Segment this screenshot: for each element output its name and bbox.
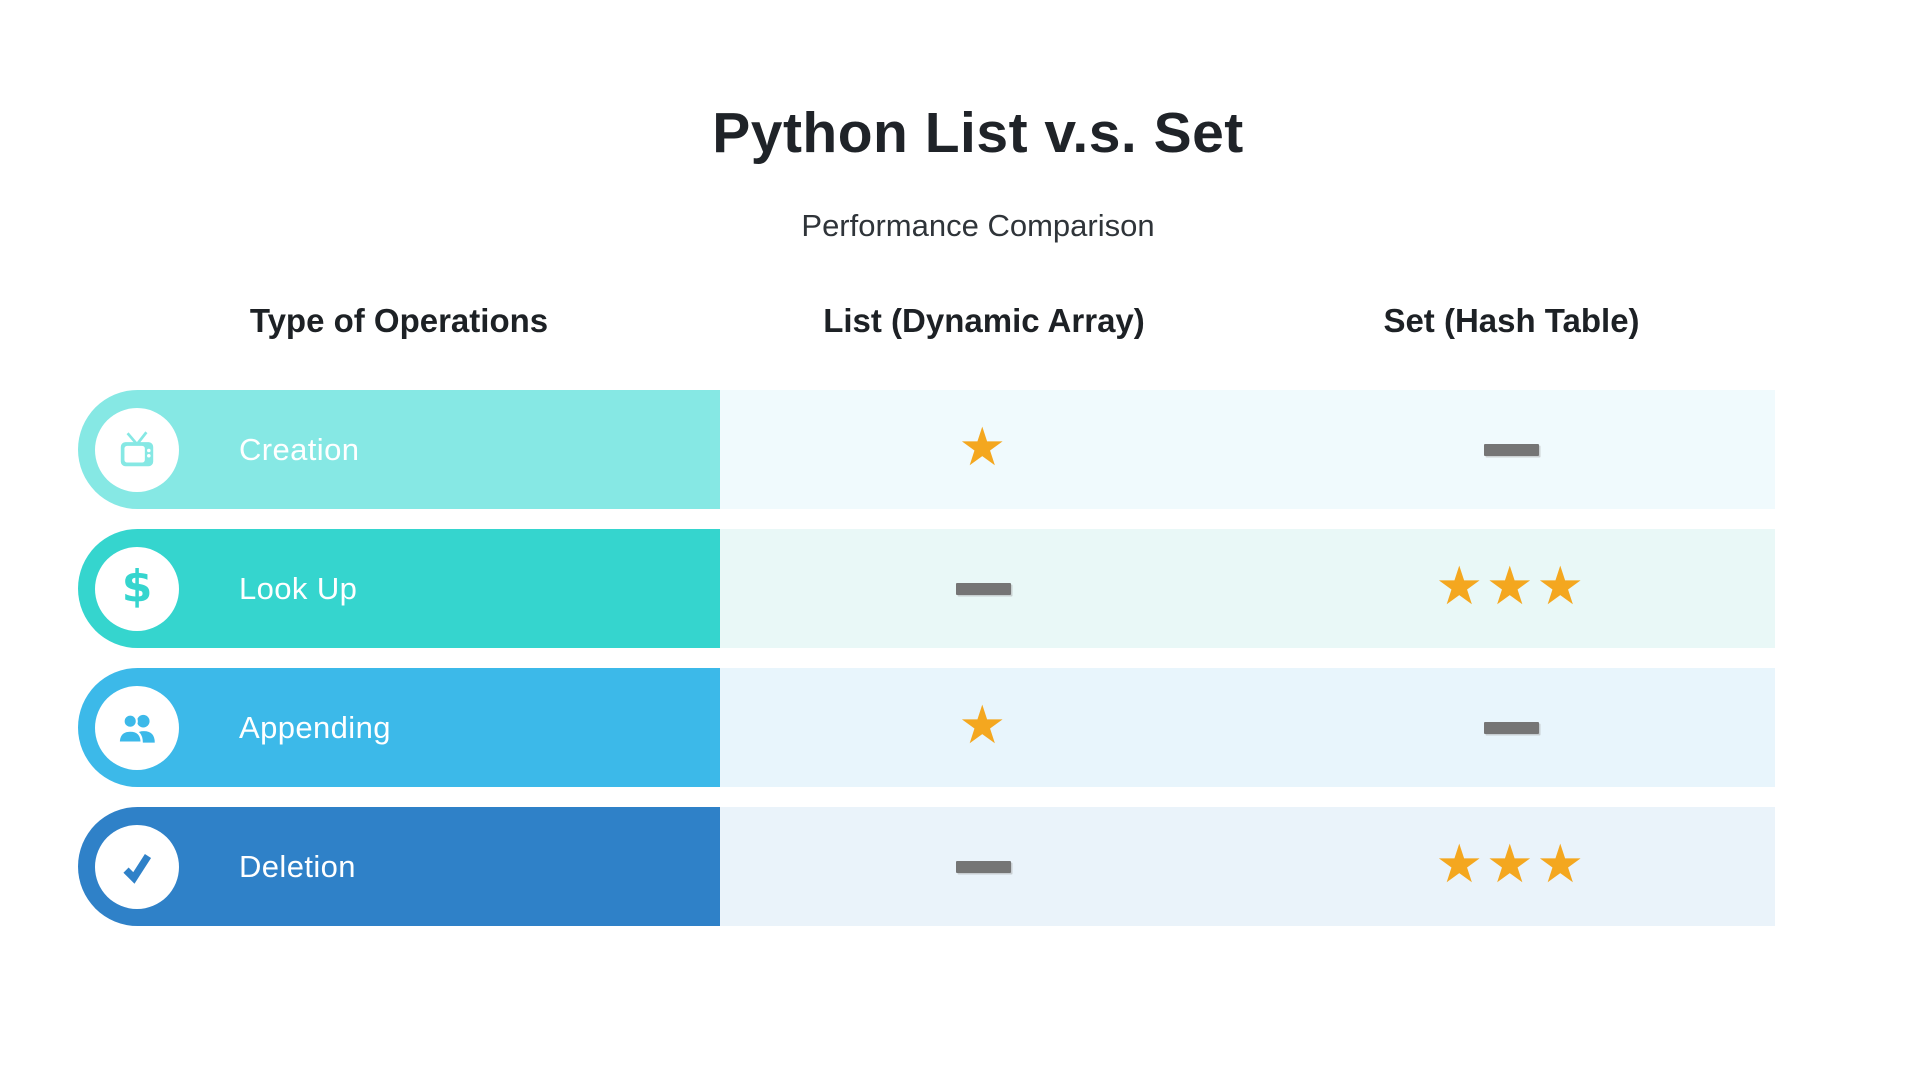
table-row: Creation ★ [78,390,1775,509]
cell-set: ★★★ [1248,529,1776,648]
cell-set: ★★★ [1248,807,1776,926]
table-row: $ Look Up ★★★ [78,529,1775,648]
operation-label: Appending [239,709,391,745]
table-rows: Creation ★ $ Look Up ★★★ Appending ★ Del… [78,390,1775,926]
header-cell-list: List (Dynamic Array) [823,302,1145,339]
cell-set [1248,668,1776,787]
table-row: Deletion ★★★ [78,807,1775,926]
row-band: ★ [720,668,1775,787]
tv-icon [120,430,154,466]
rating-dash [956,582,1012,595]
operation-label: Deletion [239,848,356,884]
row-band: ★★★ [720,807,1775,926]
rating-stars: ★★★ [1435,834,1588,895]
cell-list: ★ [720,390,1248,509]
rating-stars: ★ [958,695,1009,756]
table-row: Appending ★ [78,668,1775,787]
operation-pill: Appending [78,668,720,787]
icon-circle [95,407,179,492]
icon-circle [95,824,179,909]
header-cell-operations: Type of Operations [249,302,549,339]
header-cell-set: Set (Hash Table) [1383,302,1640,339]
row-band: ★ [720,390,1775,509]
rating-stars: ★ [958,417,1009,478]
people-icon [117,713,155,744]
operation-pill: Creation [78,390,720,509]
operation-label: Look Up [239,570,358,606]
operation-label: Creation [239,431,360,467]
page-subtitle: Performance Comparison [801,208,1155,243]
cell-list [720,529,1248,648]
check-icon [123,853,152,884]
rating-dash [956,860,1012,873]
table-header-row: Type of Operations List (Dynamic Array) … [78,296,1775,346]
comparison-table: Type of Operations List (Dynamic Array) … [78,296,1775,946]
rating-stars: ★★★ [1435,556,1588,617]
icon-circle: $ [95,546,179,631]
operation-pill: Deletion [78,807,720,926]
operation-pill: $ Look Up [78,529,720,648]
cell-list: ★ [720,668,1248,787]
rating-dash [1483,721,1539,734]
dollar-icon: $ [121,561,153,612]
rating-dash [1483,443,1539,456]
page-title: Python List v.s. Set [712,101,1244,165]
icon-circle [95,685,179,770]
cell-set [1248,390,1776,509]
cell-list [720,807,1248,926]
row-band: ★★★ [720,529,1775,648]
